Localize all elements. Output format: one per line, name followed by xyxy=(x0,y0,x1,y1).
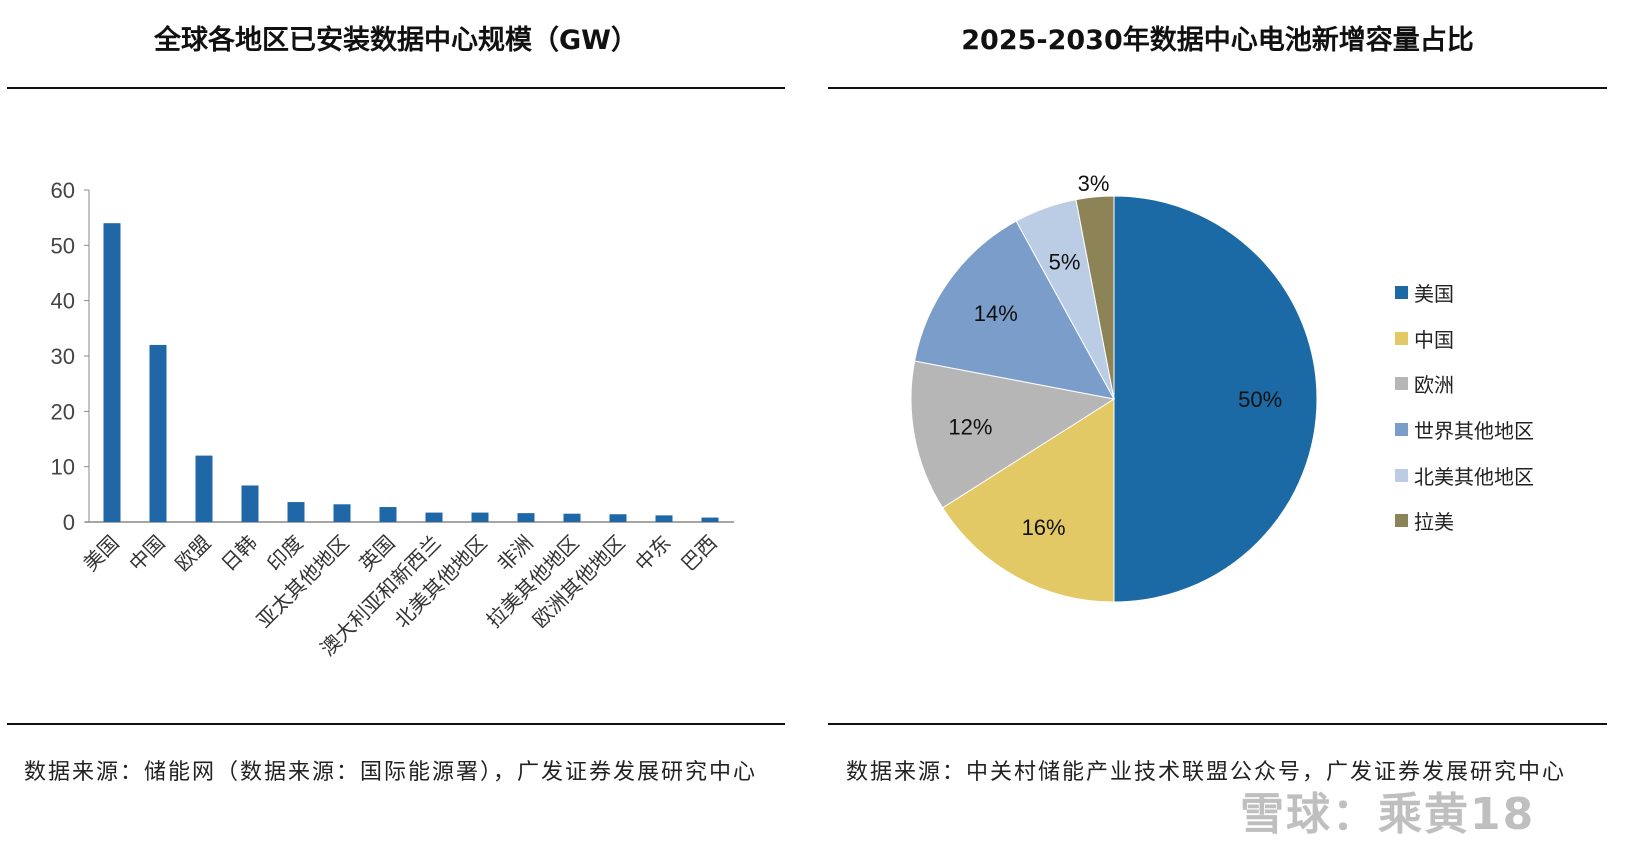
bar xyxy=(701,517,719,522)
y-tick-label: 60 xyxy=(51,178,75,203)
legend-label: 北美其他地区 xyxy=(1414,464,1534,489)
bar xyxy=(103,223,121,522)
bar xyxy=(609,514,627,522)
bar xyxy=(287,502,305,522)
pie-data-label: 50% xyxy=(1238,387,1282,412)
x-tick-label: 巴西 xyxy=(676,531,721,576)
x-tick-label: 中国 xyxy=(124,531,169,576)
y-tick-label: 50 xyxy=(51,233,75,258)
x-tick-label: 日韩 xyxy=(216,531,261,576)
y-tick-label: 0 xyxy=(63,510,75,535)
x-tick-label: 中东 xyxy=(630,531,675,576)
y-tick-label: 40 xyxy=(51,289,75,314)
pie-chart-source: 数据来源：中关村储能产业技术联盟公众号，广发证券发展研究中心 xyxy=(846,760,1567,785)
legend-item: 中国 xyxy=(1395,316,1534,362)
pie-data-label: 5% xyxy=(1049,249,1081,274)
legend-swatch xyxy=(1395,331,1408,345)
pie-slice xyxy=(1075,195,1115,400)
legend-item: 美国 xyxy=(1395,270,1534,316)
y-tick-label: 30 xyxy=(51,344,75,369)
legend-label: 中国 xyxy=(1414,327,1454,352)
legend-item: 拉美 xyxy=(1395,498,1534,544)
bar xyxy=(149,344,167,522)
divider xyxy=(828,723,1607,725)
legend-swatch xyxy=(1395,286,1408,300)
divider xyxy=(7,723,785,725)
divider xyxy=(828,87,1607,89)
bar xyxy=(517,513,535,522)
y-tick-label: 10 xyxy=(51,455,75,480)
pie-slice xyxy=(1113,195,1318,603)
bar-chart-source: 数据来源：储能网（数据来源：国际能源署），广发证券发展研究中心 xyxy=(24,760,758,785)
legend-label: 拉美 xyxy=(1414,510,1454,535)
pie-slice xyxy=(941,398,1115,603)
bar xyxy=(655,515,673,522)
bar xyxy=(563,513,581,522)
legend-item: 欧洲 xyxy=(1395,361,1534,407)
legend-swatch xyxy=(1395,514,1408,528)
bar xyxy=(471,512,489,522)
divider xyxy=(7,87,785,89)
bar xyxy=(425,512,443,522)
pie-data-label: 3% xyxy=(1078,171,1110,196)
pie-data-label: 16% xyxy=(1022,515,1066,540)
pie-chart-title: 2025-2030年数据中心电池新增容量占比 xyxy=(961,25,1474,56)
legend-label: 美国 xyxy=(1414,282,1454,307)
bar xyxy=(241,485,259,522)
legend-label: 欧洲 xyxy=(1414,373,1454,398)
legend-label: 世界其他地区 xyxy=(1414,419,1534,444)
legend-item: 世界其他地区 xyxy=(1395,407,1534,453)
bar xyxy=(195,455,213,522)
pie-data-label: 14% xyxy=(974,301,1018,326)
legend-swatch xyxy=(1395,377,1408,391)
x-tick-label: 欧盟 xyxy=(170,531,215,576)
bar xyxy=(379,507,397,522)
y-tick-label: 20 xyxy=(51,399,75,424)
pie-slice xyxy=(914,220,1115,400)
pie-slice xyxy=(910,360,1116,509)
legend-swatch xyxy=(1395,423,1408,437)
pie-data-label: 12% xyxy=(948,414,992,439)
legend-swatch xyxy=(1395,468,1408,482)
bar-chart-title: 全球各地区已安装数据中心规模（GW） xyxy=(154,25,638,56)
legend-item: 北美其他地区 xyxy=(1395,452,1534,498)
pie-legend: 美国中国欧洲世界其他地区 北美其他地区 拉美 xyxy=(1395,270,1534,544)
x-tick-label: 美国 xyxy=(78,531,123,576)
bar xyxy=(333,504,351,522)
watermark: 雪球：乘黄18 xyxy=(1240,789,1536,840)
